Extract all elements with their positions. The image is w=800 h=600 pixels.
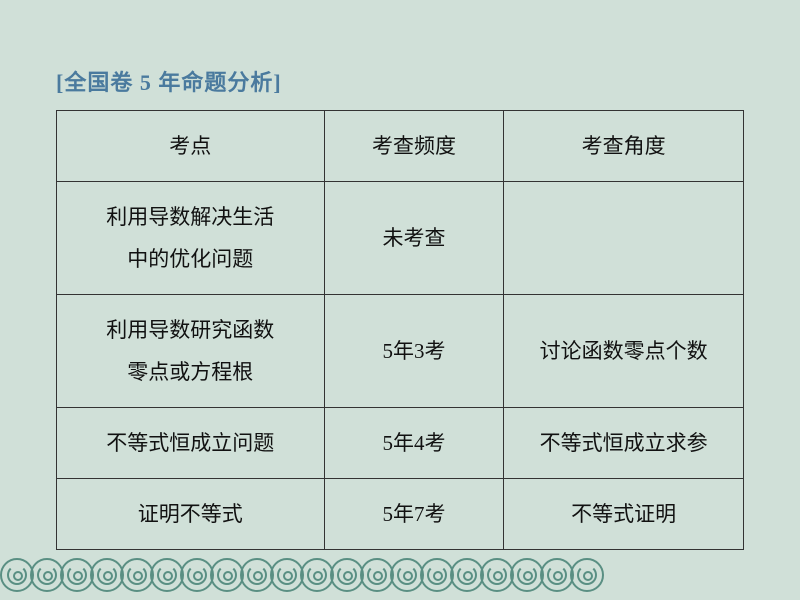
cell-angle (504, 182, 744, 295)
cell-topic: 不等式恒成立问题 (57, 408, 325, 479)
spiral-icon (120, 558, 154, 592)
cell-topic: 利用导数解决生活中的优化问题 (57, 182, 325, 295)
spiral-icon (510, 558, 544, 592)
col-header: 考点 (57, 111, 325, 182)
spiral-icon (480, 558, 514, 592)
spiral-icon (90, 558, 124, 592)
table-row: 利用导数解决生活中的优化问题 未考查 (57, 182, 744, 295)
spiral-icon (360, 558, 394, 592)
cell-freq: 5年7考 (324, 479, 504, 550)
page-title: [全国卷 5 年命题分析] (56, 65, 282, 97)
spiral-icon (180, 558, 214, 592)
spiral-icon (450, 558, 484, 592)
spiral-icon (330, 558, 364, 592)
spiral-icon (150, 558, 184, 592)
spiral-icon (390, 558, 424, 592)
analysis-table: 考点 考查频度 考查角度 利用导数解决生活中的优化问题 未考查 利用导数研究函数… (56, 110, 744, 550)
spiral-border-decoration (0, 552, 800, 592)
spiral-icon (30, 558, 64, 592)
cell-topic: 利用导数研究函数零点或方程根 (57, 295, 325, 408)
cell-angle: 不等式证明 (504, 479, 744, 550)
spiral-icon (540, 558, 574, 592)
spiral-icon (270, 558, 304, 592)
cell-freq: 5年3考 (324, 295, 504, 408)
col-header: 考查角度 (504, 111, 744, 182)
spiral-icon (240, 558, 274, 592)
table-row: 不等式恒成立问题 5年4考 不等式恒成立求参 (57, 408, 744, 479)
table-row: 利用导数研究函数零点或方程根 5年3考 讨论函数零点个数 (57, 295, 744, 408)
spiral-icon (60, 558, 94, 592)
cell-angle: 不等式恒成立求参 (504, 408, 744, 479)
spiral-icon (0, 558, 34, 592)
spiral-icon (300, 558, 334, 592)
cell-freq: 5年4考 (324, 408, 504, 479)
cell-topic: 证明不等式 (57, 479, 325, 550)
spiral-icon (570, 558, 604, 592)
spiral-icon (420, 558, 454, 592)
spiral-icon (210, 558, 244, 592)
cell-freq: 未考查 (324, 182, 504, 295)
col-header: 考查频度 (324, 111, 504, 182)
table-header-row: 考点 考查频度 考查角度 (57, 111, 744, 182)
cell-angle: 讨论函数零点个数 (504, 295, 744, 408)
table-row: 证明不等式 5年7考 不等式证明 (57, 479, 744, 550)
